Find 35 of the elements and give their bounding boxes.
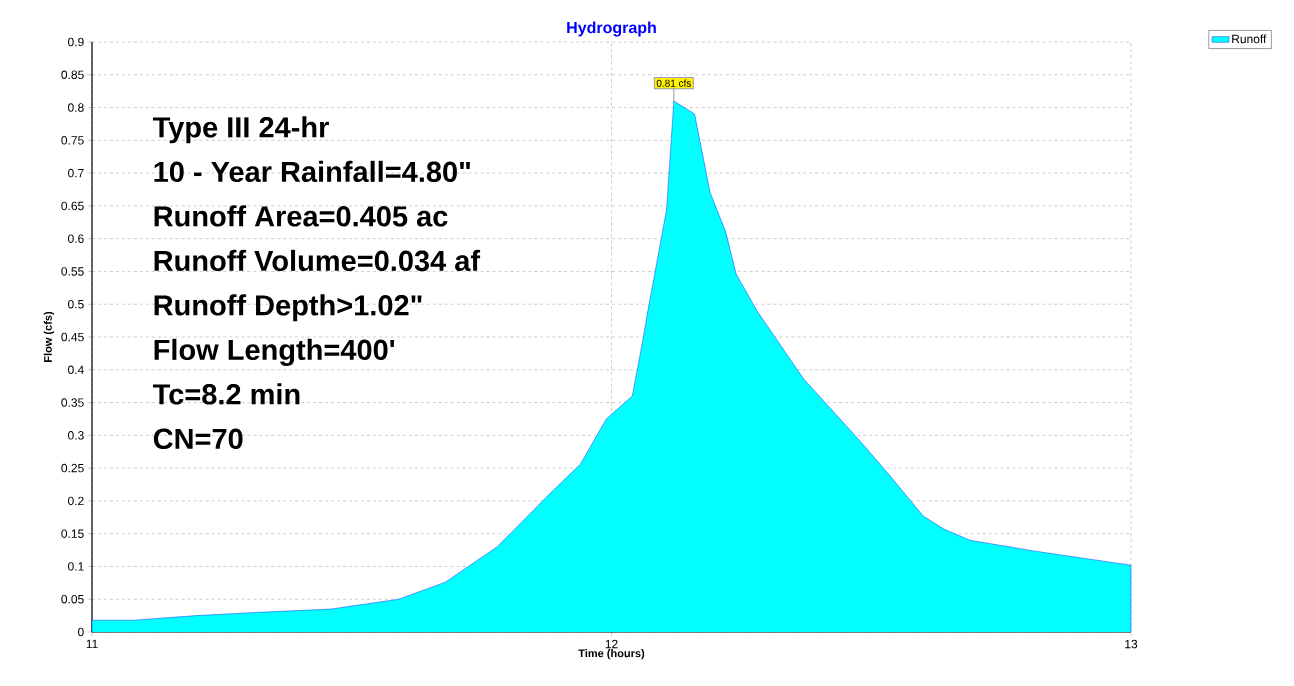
y-axis-title: Flow (cfs) <box>43 311 55 362</box>
annotation: Type III 24-hr <box>152 116 329 144</box>
y-tick-label: 0.65 <box>61 201 84 211</box>
y-tick-label: 0.45 <box>61 332 84 342</box>
y-tick-label: 0.55 <box>61 267 84 276</box>
y-tick-label: 0.8 <box>68 103 84 112</box>
annotation: 0.81 cfs <box>656 79 691 87</box>
y-tick-label: 0.9 <box>68 37 84 47</box>
y-tick-label: 0.15 <box>61 529 84 538</box>
annotation: Runoff Area=0.405 ac <box>154 205 448 227</box>
annotation: CN=70 <box>153 428 243 450</box>
y-tick-label: 0.35 <box>61 398 84 407</box>
x-tick-label: 13 <box>1125 639 1138 649</box>
x-tick-label: 11 <box>86 639 98 649</box>
y-tick-label: 0.5 <box>68 299 84 309</box>
y-tick-label: 0.25 <box>61 463 84 473</box>
y-tick-label: 0.85 <box>61 70 84 80</box>
y-tick-label: 0.1 <box>68 562 84 571</box>
annotation: 10 - Year Rainfall=4.80" <box>154 160 470 183</box>
chart-title: Hydrograph <box>567 21 656 37</box>
legend-label: Runoff <box>1232 34 1267 44</box>
annotation: Runoff Volume=0.034 af <box>154 249 481 272</box>
y-tick-label: 0.7 <box>68 168 84 178</box>
x-axis-title: Time (hours) <box>578 649 645 660</box>
y-tick-label: 0.2 <box>68 496 84 506</box>
annotation: Runoff Depth>1.02" <box>154 294 422 322</box>
y-tick-label: 0.05 <box>61 594 84 604</box>
y-tick-label: 0.4 <box>68 365 84 375</box>
y-tick-label: 0 <box>78 627 84 637</box>
y-tick-label: 0.6 <box>68 234 84 243</box>
annotation: Flow Length=400' <box>154 338 395 366</box>
y-tick-label: 0.75 <box>61 136 84 145</box>
annotation: Tc=8.2 min <box>152 383 300 405</box>
y-tick-label: 0.3 <box>68 431 84 440</box>
x-tick-label: 12 <box>605 639 618 649</box>
